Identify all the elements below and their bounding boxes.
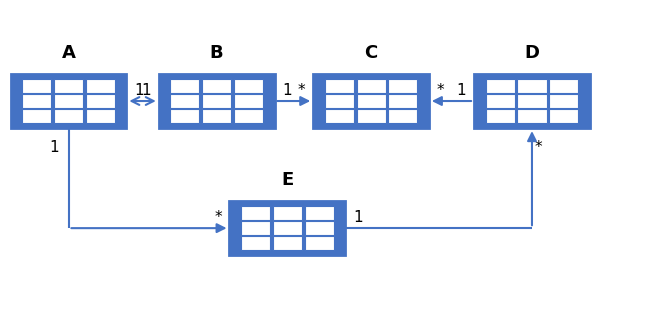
Bar bbox=[233, 79, 263, 93]
Bar bbox=[22, 79, 52, 93]
Bar bbox=[233, 94, 263, 108]
Bar bbox=[486, 109, 515, 123]
Bar bbox=[549, 109, 578, 123]
Bar bbox=[357, 94, 385, 108]
Text: *: * bbox=[535, 140, 542, 156]
Bar bbox=[304, 236, 334, 250]
Bar bbox=[170, 109, 200, 123]
Bar bbox=[273, 236, 302, 250]
Bar bbox=[388, 94, 417, 108]
Bar bbox=[85, 94, 115, 108]
Text: 1: 1 bbox=[134, 83, 144, 98]
Bar bbox=[304, 221, 334, 235]
Bar bbox=[202, 94, 231, 108]
Bar bbox=[202, 109, 231, 123]
Text: 1: 1 bbox=[141, 83, 151, 98]
Bar bbox=[549, 94, 578, 108]
Bar bbox=[85, 79, 115, 93]
Bar bbox=[54, 94, 83, 108]
Bar bbox=[54, 109, 83, 123]
Bar bbox=[388, 79, 417, 93]
Bar bbox=[486, 94, 515, 108]
Bar bbox=[22, 94, 52, 108]
Bar bbox=[518, 109, 546, 123]
Text: 1: 1 bbox=[456, 83, 466, 98]
Bar bbox=[388, 109, 417, 123]
Bar bbox=[230, 201, 346, 255]
Bar bbox=[54, 79, 83, 93]
Text: D: D bbox=[524, 44, 539, 62]
Bar bbox=[474, 74, 590, 128]
Bar bbox=[357, 79, 385, 93]
Text: C: C bbox=[364, 44, 378, 62]
Bar bbox=[325, 109, 354, 123]
Bar bbox=[304, 207, 334, 220]
Bar bbox=[170, 79, 200, 93]
Bar bbox=[357, 109, 385, 123]
Text: 1: 1 bbox=[353, 210, 363, 225]
Bar bbox=[273, 207, 302, 220]
Bar bbox=[518, 79, 546, 93]
Text: 1: 1 bbox=[282, 83, 292, 98]
Bar bbox=[233, 109, 263, 123]
Text: 1: 1 bbox=[50, 140, 59, 156]
Text: *: * bbox=[214, 210, 222, 225]
Bar bbox=[518, 94, 546, 108]
Bar bbox=[241, 236, 271, 250]
Bar bbox=[325, 79, 354, 93]
Bar bbox=[85, 109, 115, 123]
Bar bbox=[241, 221, 271, 235]
Text: *: * bbox=[437, 83, 444, 98]
Text: E: E bbox=[281, 171, 293, 189]
Bar bbox=[486, 79, 515, 93]
Bar bbox=[549, 79, 578, 93]
Bar bbox=[10, 74, 126, 128]
Bar bbox=[158, 74, 274, 128]
Bar bbox=[170, 94, 200, 108]
Bar bbox=[273, 221, 302, 235]
Bar bbox=[22, 109, 52, 123]
Bar bbox=[241, 207, 271, 220]
Text: *: * bbox=[298, 83, 305, 98]
Bar bbox=[202, 79, 231, 93]
Bar bbox=[313, 74, 429, 128]
Text: B: B bbox=[210, 44, 224, 62]
Bar bbox=[325, 94, 354, 108]
Text: A: A bbox=[61, 44, 76, 62]
